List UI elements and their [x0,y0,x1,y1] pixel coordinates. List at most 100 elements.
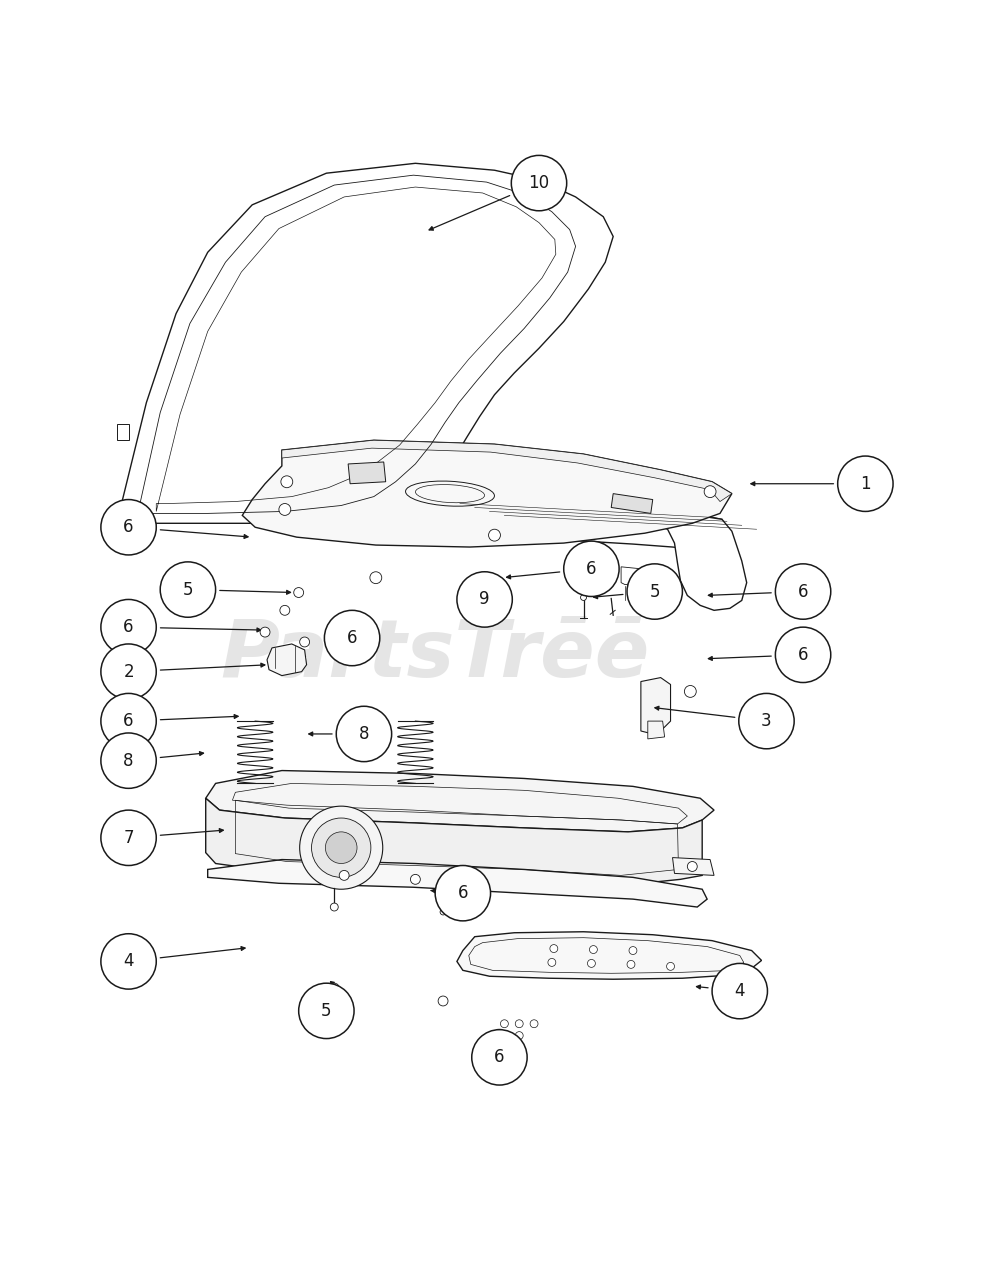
Circle shape [775,564,831,620]
Circle shape [260,627,270,637]
Circle shape [410,874,420,884]
Circle shape [160,562,216,617]
Circle shape [629,947,637,955]
Text: 6: 6 [124,518,134,536]
Circle shape [312,818,371,877]
Circle shape [101,499,156,556]
Polygon shape [611,494,653,513]
Text: 6: 6 [494,1048,504,1066]
Circle shape [687,861,697,872]
Circle shape [330,904,338,911]
Text: 8: 8 [359,724,369,742]
Polygon shape [348,462,386,484]
Circle shape [364,640,376,652]
Circle shape [329,983,339,993]
Circle shape [299,983,354,1038]
Polygon shape [208,860,707,908]
Circle shape [440,909,446,915]
Circle shape [627,960,635,969]
Circle shape [101,644,156,699]
Circle shape [489,575,500,586]
Circle shape [564,541,619,596]
Circle shape [438,996,448,1006]
Text: PartsTrēē: PartsTrēē [221,616,650,694]
Polygon shape [267,644,307,676]
Text: 6: 6 [798,582,808,600]
Polygon shape [641,677,671,733]
Circle shape [704,485,716,498]
Polygon shape [282,440,732,502]
Polygon shape [206,799,702,886]
Text: 6: 6 [586,559,596,577]
Polygon shape [621,567,645,585]
Circle shape [739,694,794,749]
Circle shape [667,963,674,970]
Circle shape [145,529,153,538]
Text: 5: 5 [321,1002,331,1020]
Circle shape [500,1032,508,1039]
Circle shape [775,627,831,682]
Circle shape [548,959,556,966]
Circle shape [472,1029,527,1085]
Circle shape [435,865,491,920]
Circle shape [515,1020,523,1028]
Polygon shape [117,164,613,524]
Polygon shape [457,932,762,979]
Polygon shape [206,771,714,832]
Polygon shape [445,507,727,553]
Text: 9: 9 [480,590,490,608]
Polygon shape [242,440,732,547]
Circle shape [300,806,383,890]
Text: 10: 10 [528,174,550,192]
Text: 8: 8 [124,751,134,769]
Text: 6: 6 [347,628,357,646]
Circle shape [101,733,156,788]
Text: 5: 5 [183,581,193,599]
Circle shape [280,605,290,616]
Circle shape [466,605,480,620]
Circle shape [684,686,696,698]
Circle shape [530,1020,538,1028]
Text: 6: 6 [798,646,808,664]
Circle shape [300,637,310,646]
Polygon shape [445,494,727,529]
Text: 6: 6 [124,712,134,730]
Circle shape [457,572,512,627]
Text: 6: 6 [458,884,468,902]
Circle shape [587,960,595,968]
Circle shape [336,707,392,762]
Circle shape [101,933,156,989]
Circle shape [370,572,382,584]
Circle shape [470,609,476,616]
Text: 3: 3 [762,712,771,730]
Circle shape [324,611,380,666]
Circle shape [101,599,156,655]
Circle shape [589,946,597,954]
Circle shape [325,832,357,864]
Polygon shape [648,721,665,739]
Text: 2: 2 [124,663,134,681]
Circle shape [627,564,682,620]
Circle shape [838,456,893,512]
Circle shape [294,588,304,598]
Circle shape [279,503,291,516]
Text: 6: 6 [124,618,134,636]
Circle shape [550,945,558,952]
Circle shape [500,1020,508,1028]
Circle shape [101,810,156,865]
Text: 1: 1 [860,475,870,493]
Circle shape [515,1032,523,1039]
Circle shape [281,476,293,488]
Circle shape [712,964,767,1019]
Circle shape [581,594,586,600]
Circle shape [489,529,500,541]
Text: 7: 7 [124,829,134,847]
Text: 5: 5 [650,582,660,600]
Text: 4: 4 [735,982,745,1000]
Polygon shape [673,858,714,876]
Text: 4: 4 [124,952,134,970]
Circle shape [511,155,567,211]
Polygon shape [117,425,129,440]
Circle shape [470,877,480,886]
Circle shape [339,870,349,881]
